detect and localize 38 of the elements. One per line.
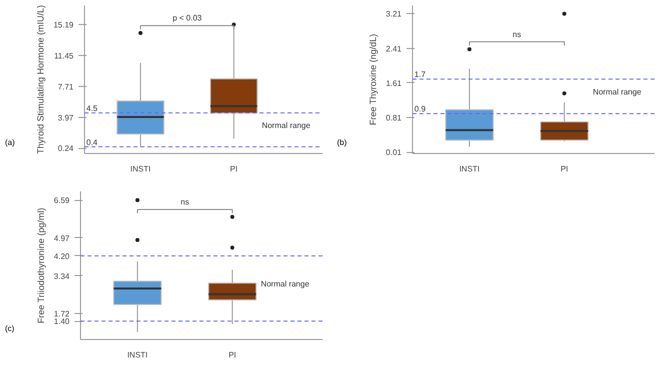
y-axis-title: Thyroid Stimulating Hormone (mIU/L) [35,4,46,154]
y-tick-label: 15.19 [53,20,74,30]
y-tick-label: 11.45 [54,51,74,60]
x-tick-label: INSTI [127,350,148,360]
y-tick-label: 1.40 [54,317,70,326]
y-tick-label: 6.59 [54,196,70,206]
y-tick-label: 3.21 [386,10,402,19]
x-tick-label: PI [230,164,238,174]
y-tick-label: 7.71 [58,82,74,92]
y-tick-label: 1.61 [386,78,402,88]
y-tick-label: 0.01 [386,148,402,158]
annotation: Normal range [592,87,642,96]
y-tick-label: 4.97 [54,234,70,243]
y-axis-title: Free Thyroxine (ng/dL) [368,34,378,126]
annotation: p < 0.03 [172,14,202,23]
y-tick-label: 3.97 [58,113,74,122]
ref-line-label: 4.5 [86,104,98,113]
annotation: ns [180,198,190,207]
y-axis-title: Free Triiodothyronine (pg/ml) [36,208,46,324]
ref-line-label: 0.4 [86,138,98,147]
x-tick-label: INSTI [459,164,480,174]
y-tick-label: 0.24 [58,144,74,154]
x-tick-label: INSTI [130,164,151,174]
y-tick-label: 2.41 [386,44,402,54]
y-tick-label: 3.34 [54,272,70,281]
ref-line-label: 0.9 [414,104,426,114]
annotation: Normal range [260,279,310,288]
annotation: ns [512,30,522,39]
x-tick-label: PI [560,164,568,174]
text: (b) [337,137,347,148]
annotation: Normal range [262,120,311,130]
y-tick-label: 1.72 [54,310,70,319]
y-tick-label: 4.20 [54,252,70,261]
ref-line-label: 1.7 [414,70,426,80]
text: (a) [5,137,15,148]
text: (c) [5,323,14,334]
x-tick-label: PI [228,350,236,360]
y-tick-label: 0.81 [386,114,402,123]
